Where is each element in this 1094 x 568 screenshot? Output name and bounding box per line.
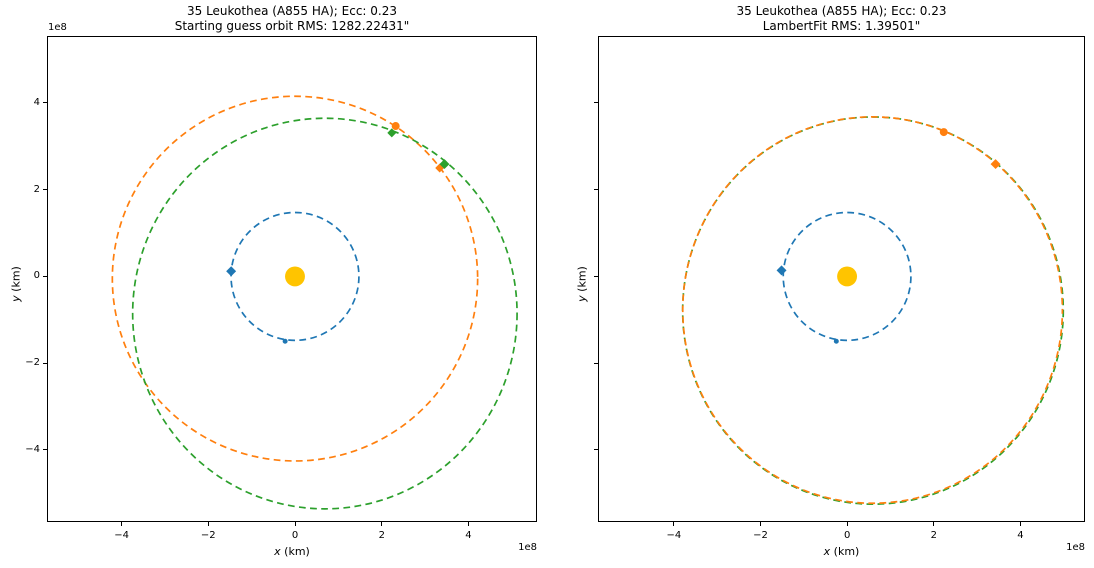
y-tick-mark — [43, 275, 47, 277]
x-tick-label: 2 — [930, 530, 937, 541]
earth-obs2-marker — [282, 338, 288, 344]
x-tick-mark — [933, 522, 935, 526]
x-tick-mark — [846, 522, 848, 526]
right-orbit-canvas — [681, 116, 1065, 506]
right-plot-title-line2: LambertFit RMS: 1.39501" — [762, 19, 921, 33]
x-tick-mark — [294, 522, 296, 526]
right-plot-title-line1: 35 Leukothea (A855 HA); Ecc: 0.23 — [736, 4, 947, 18]
earth-obs2-marker — [833, 338, 839, 344]
y-tick-mark — [43, 189, 47, 191]
x-tick-mark — [467, 522, 469, 526]
y-tick-mark — [594, 102, 598, 104]
x-tick-label: −2 — [200, 530, 216, 541]
left-y-offset-label: 1e8 — [48, 22, 67, 33]
x-tick-mark — [121, 522, 123, 526]
x-tick-mark — [1019, 522, 1021, 526]
x-tick-label: −4 — [114, 530, 129, 541]
x-tick-mark — [673, 522, 675, 526]
lambert-fit-orbit — [681, 116, 1064, 505]
x-tick-label: 2 — [378, 530, 385, 541]
y-tick-label: 0 — [33, 270, 40, 282]
right-plot-title: 35 Leukothea (A855 HA); Ecc: 0.23 Lamber… — [598, 4, 1085, 34]
guess-obs2-marker — [435, 163, 445, 173]
reference-orbit — [681, 116, 1065, 506]
x-tick-mark — [759, 522, 761, 526]
sun — [285, 266, 305, 287]
y-tick-mark — [594, 449, 598, 451]
reference-obs2-marker — [439, 159, 450, 170]
left-orbit-canvas — [111, 95, 518, 510]
left-x-axis-label: x (km) — [274, 545, 310, 558]
x-tick-mark — [207, 522, 209, 526]
right-x-offset-label: 1e8 — [1066, 542, 1085, 553]
earth-orbit — [782, 211, 912, 342]
left-x-offset-label: 1e8 — [518, 542, 537, 553]
y-tick-label: 2 — [33, 183, 40, 195]
x-tick-label: −2 — [753, 530, 768, 541]
y-tick-label: −2 — [25, 357, 40, 369]
x-tick-label: 4 — [1017, 530, 1024, 541]
sun — [837, 266, 858, 287]
x-tick-mark — [381, 522, 383, 526]
right-x-axis-label: x (km) — [823, 545, 860, 558]
y-tick-label: 4 — [33, 96, 40, 108]
y-tick-mark — [43, 102, 47, 104]
earth-obs1-marker — [776, 265, 787, 276]
x-tick-label: −4 — [666, 530, 682, 541]
y-tick-mark — [43, 362, 47, 364]
left-plot-title: 35 Leukothea (A855 HA); Ecc: 0.23 Starti… — [47, 4, 537, 34]
y-tick-mark — [594, 189, 598, 191]
earth-obs1-marker — [226, 266, 237, 277]
y-tick-mark — [594, 275, 598, 277]
y-tick-label: −4 — [25, 443, 40, 455]
left-axes-frame — [47, 36, 537, 522]
guess-obs1-marker — [391, 122, 400, 131]
left-plot-title-line2: Starting guess orbit RMS: 1282.22431" — [174, 19, 410, 33]
right-axes-frame — [598, 36, 1085, 522]
y-tick-mark — [594, 362, 598, 364]
fit-obs2-marker — [990, 159, 1001, 170]
x-tick-label: 4 — [465, 530, 472, 541]
y-tick-mark — [43, 449, 47, 451]
reference-orbit — [131, 117, 518, 510]
x-tick-label: 0 — [843, 530, 851, 541]
starting-guess-orbit — [111, 95, 479, 462]
fit-obs1-marker — [939, 128, 948, 137]
earth-orbit — [230, 211, 360, 342]
left-plot-title-line1: 35 Leukothea (A855 HA); Ecc: 0.23 — [186, 4, 397, 18]
x-tick-label: 0 — [291, 530, 299, 541]
